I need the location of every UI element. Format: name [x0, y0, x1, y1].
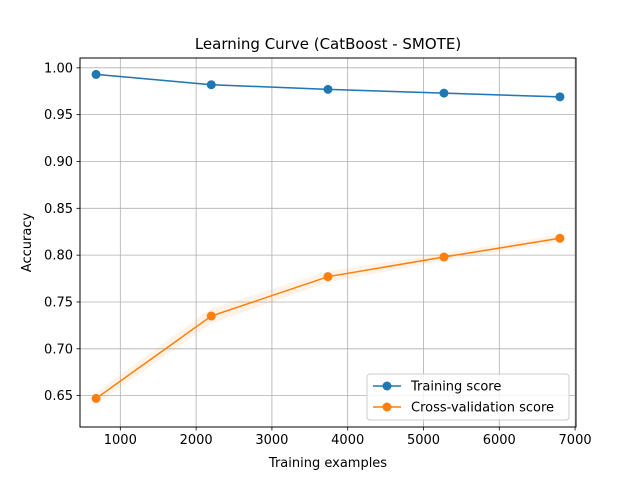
data-point-cv: [555, 233, 565, 243]
plot-frame: [79, 57, 577, 428]
data-point-training: [323, 84, 333, 94]
data-point-cv: [439, 252, 449, 262]
y-axis-ticks: 0.65 0.70 0.75 0.80 0.85 0.90 0.95 1.00: [44, 61, 80, 404]
legend-marker-training: [382, 381, 392, 391]
series-layer: [91, 69, 565, 403]
x-tick-label: 1000: [104, 433, 137, 448]
x-tick-label: 5000: [407, 433, 440, 448]
x-tick-label: 6000: [483, 433, 516, 448]
band-layer: [96, 73, 560, 405]
x-axis-ticks: 1000 2000 3000 4000 5000 6000 7000: [104, 427, 592, 448]
y-tick-label: 0.85: [44, 202, 73, 217]
data-point-training: [439, 88, 449, 98]
chart-title: Learning Curve (CatBoost - SMOTE): [195, 35, 461, 53]
y-axis-label: Accuracy: [20, 213, 35, 273]
y-tick-label: 0.70: [44, 342, 73, 357]
x-tick-label: 3000: [255, 433, 288, 448]
y-tick-label: 0.80: [44, 249, 73, 264]
x-axis-label: Training examples: [268, 456, 387, 471]
data-point-cv: [91, 393, 101, 403]
legend-label-cv: Cross-validation score: [411, 401, 554, 416]
y-tick-label: 1.00: [44, 61, 73, 76]
x-tick-label: 7000: [559, 433, 592, 448]
x-tick-label: 4000: [331, 433, 364, 448]
data-point-training: [555, 92, 565, 102]
y-tick-label: 0.75: [44, 295, 73, 310]
data-point-cv: [206, 311, 216, 321]
legend-label-training: Training score: [410, 380, 501, 395]
legend: Training score Cross-validation score: [366, 373, 570, 421]
legend-marker-cv: [382, 402, 392, 412]
legend-box: [366, 373, 570, 421]
y-tick-label: 0.65: [44, 389, 73, 404]
data-point-training: [91, 69, 101, 79]
grid-layer: [80, 58, 576, 427]
data-point-cv: [323, 272, 333, 282]
data-point-training: [206, 80, 216, 90]
y-tick-label: 0.95: [44, 108, 73, 123]
x-tick-label: 2000: [180, 433, 213, 448]
y-tick-label: 0.90: [44, 155, 73, 170]
